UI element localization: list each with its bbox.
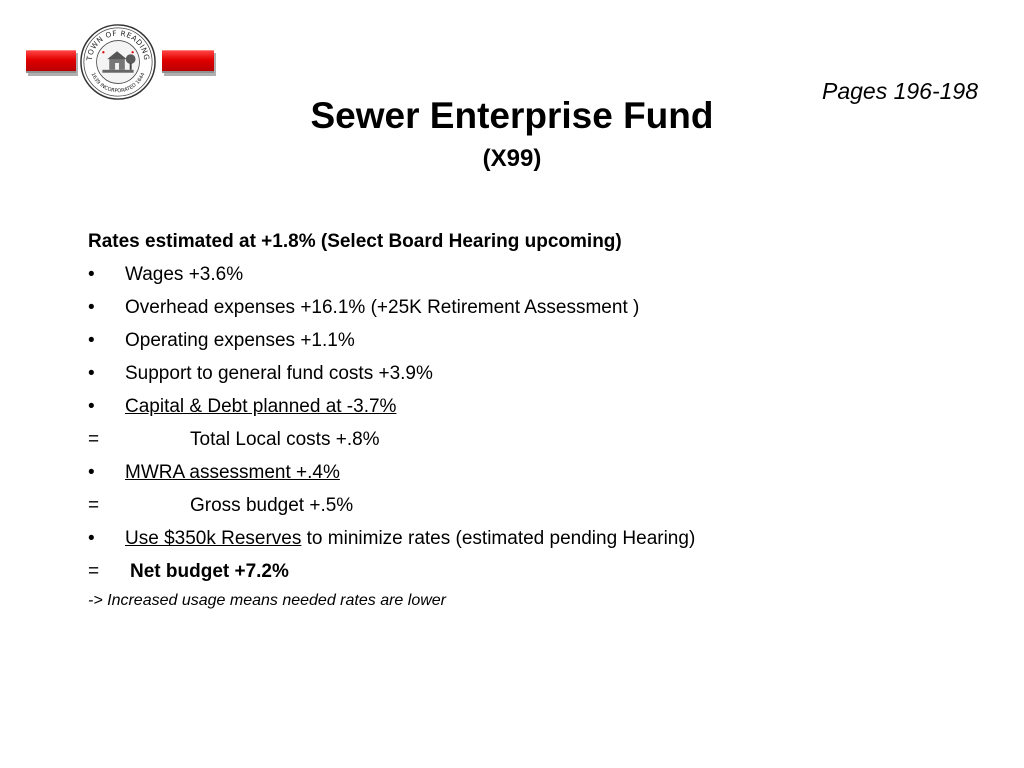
bullet-text-capital-debt: Capital & Debt planned at -3.7% bbox=[125, 396, 397, 417]
rates-heading: Rates estimated at +1.8% (Select Board H… bbox=[88, 231, 622, 252]
bullet-item: • Overhead expenses +16.1% (+25K Retirem… bbox=[88, 296, 988, 320]
bullet-item: • Operating expenses +1.1% bbox=[88, 329, 988, 353]
town-seal-logo: TOWN OF READING 1639 INCORPORATED 1644 bbox=[80, 24, 156, 100]
bullet-marker: • bbox=[88, 396, 95, 417]
bullet-item: • Capital & Debt planned at -3.7% bbox=[88, 395, 988, 419]
slide-title: Sewer Enterprise Fund bbox=[310, 95, 714, 136]
bullet-text-mwra: MWRA assessment +.4% bbox=[125, 462, 340, 483]
equals-marker: = bbox=[88, 495, 100, 516]
slide-subtitle: (X99) bbox=[482, 145, 542, 172]
bullet-text-operating: Operating expenses +1.1% bbox=[125, 330, 355, 351]
bullet-item: • MWRA assessment +.4% bbox=[88, 461, 988, 485]
gross-budget: Gross budget +.5% bbox=[190, 495, 354, 516]
page-reference: Pages 196-198 bbox=[821, 78, 978, 104]
bullet-marker: • bbox=[88, 528, 95, 549]
red-header-bar-left bbox=[26, 50, 76, 73]
total-line: = Gross budget +.5% bbox=[88, 494, 988, 518]
bullet-text-support: Support to general fund costs +3.9% bbox=[125, 363, 433, 384]
bullet-item: • Use $350k Reserves to minimize rates (… bbox=[88, 527, 988, 551]
net-budget-line: = Net budget +7.2% bbox=[88, 560, 988, 584]
total-local-costs: Total Local costs +.8% bbox=[190, 429, 380, 450]
bullet-marker: • bbox=[88, 363, 95, 384]
total-line: = Total Local costs +.8% bbox=[88, 428, 988, 452]
bullet-marker: • bbox=[88, 462, 95, 483]
bullet-text-overhead: Overhead expenses +16.1% (+25K Retiremen… bbox=[125, 297, 640, 318]
equals-marker: = bbox=[88, 561, 100, 582]
red-header-bar-right bbox=[162, 50, 214, 73]
slide-body: Rates estimated at +1.8% (Select Board H… bbox=[88, 230, 988, 611]
net-budget: Net budget +7.2% bbox=[130, 561, 289, 582]
bullet-marker: • bbox=[88, 264, 95, 285]
reserves-rest-text: to minimize rates (estimated pending Hea… bbox=[301, 528, 696, 549]
usage-note: -> Increased usage means needed rates ar… bbox=[88, 592, 446, 609]
bullet-item: • Support to general fund costs +3.9% bbox=[88, 362, 988, 386]
bullet-marker: • bbox=[88, 330, 95, 351]
bullet-marker: • bbox=[88, 297, 95, 318]
bullet-item: • Wages +3.6% bbox=[88, 263, 988, 287]
reserves-text: Use $350k Reserves bbox=[125, 528, 302, 549]
equals-marker: = bbox=[88, 429, 100, 450]
bullet-text-wages: Wages +3.6% bbox=[125, 264, 244, 285]
